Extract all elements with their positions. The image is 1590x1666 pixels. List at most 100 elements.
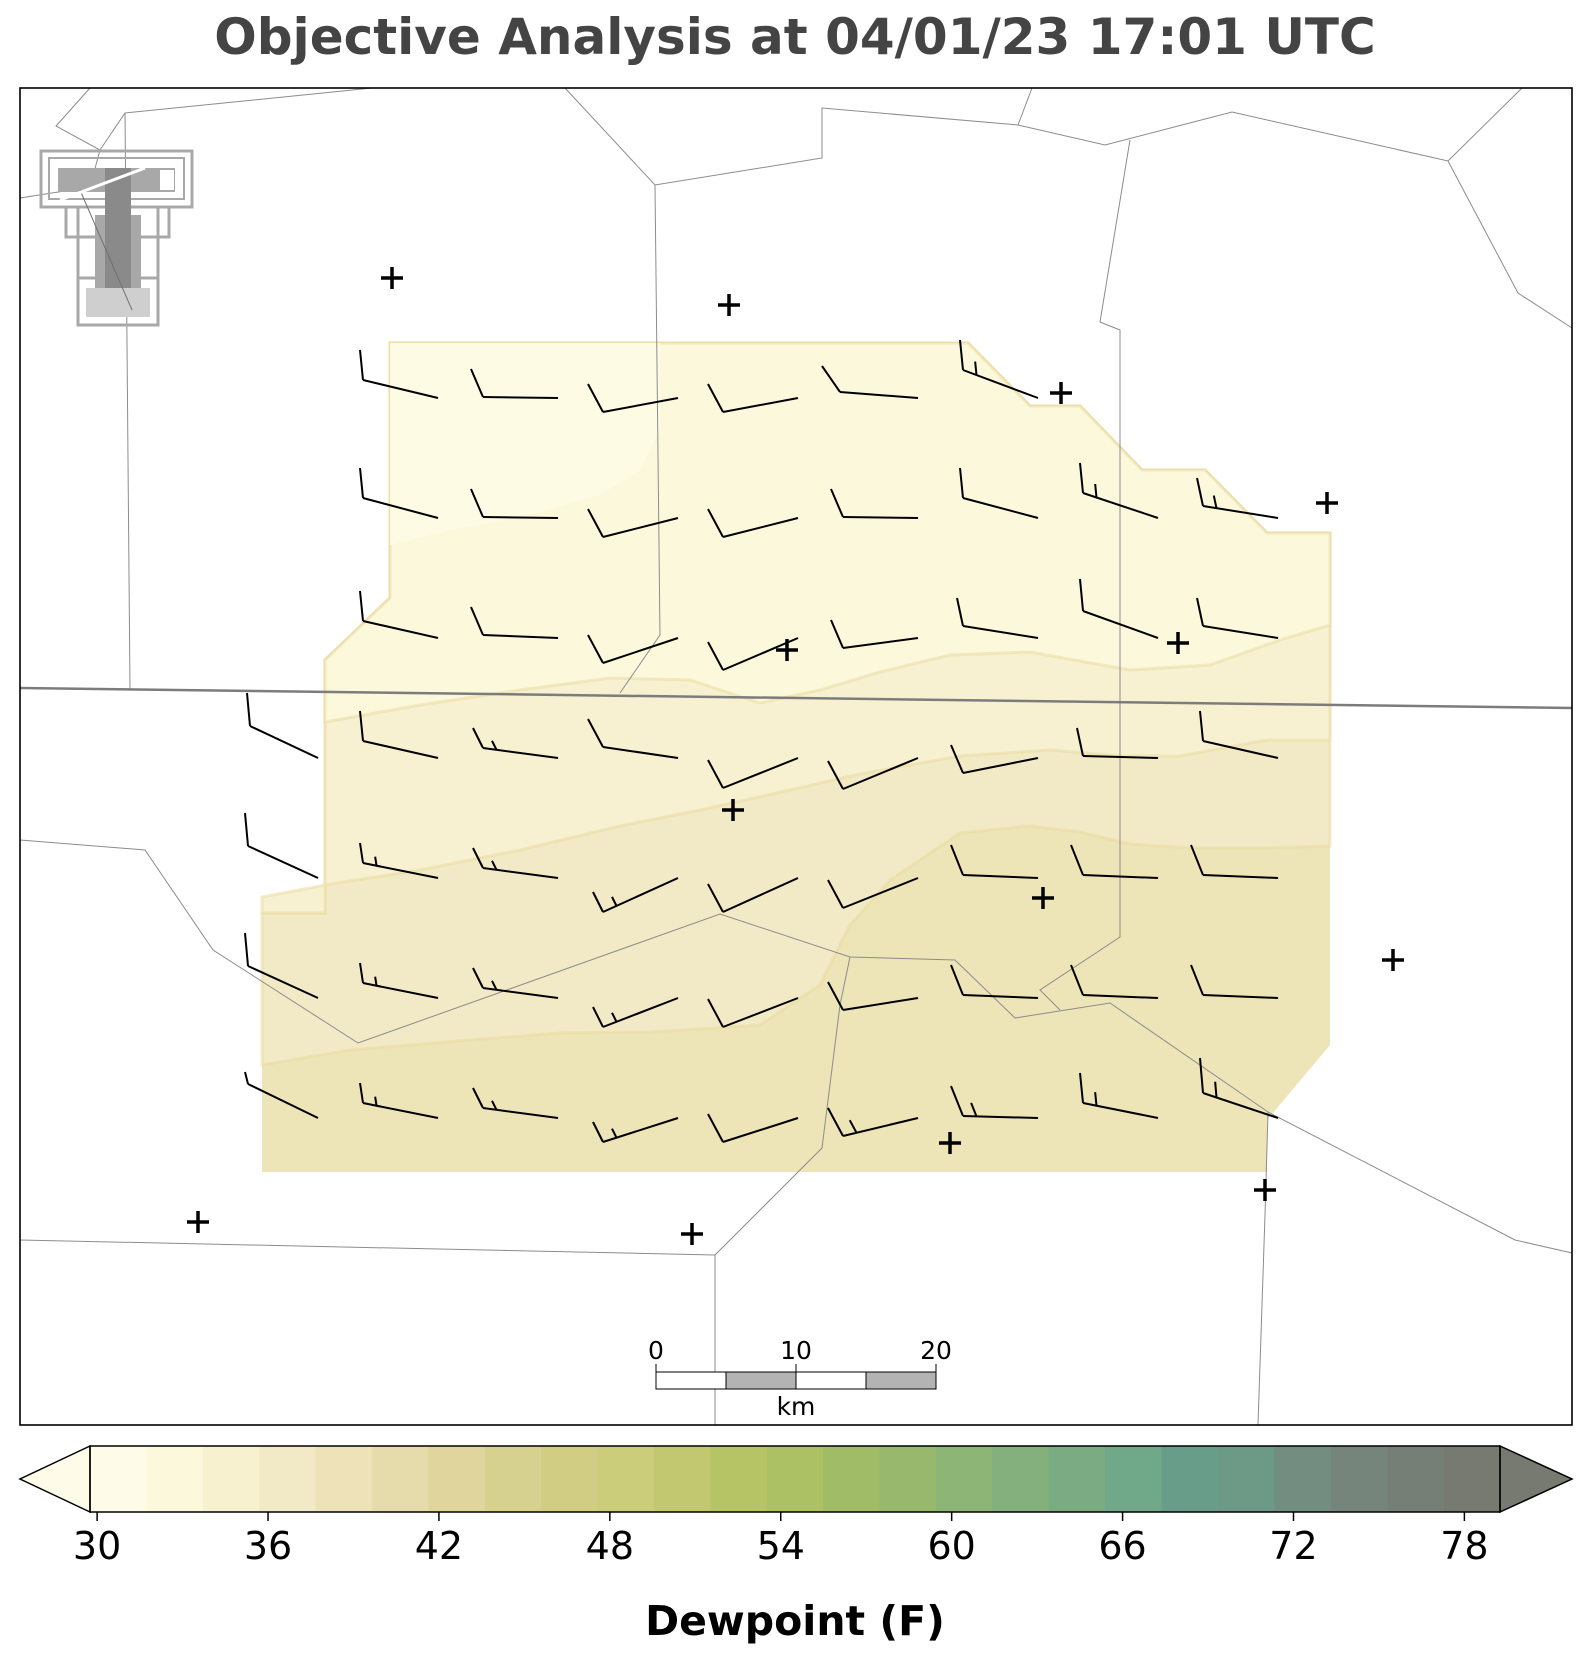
colorbar-segment	[315, 1446, 373, 1512]
station-marker	[718, 294, 740, 316]
colorbar-segment	[1330, 1446, 1388, 1512]
station-marker	[1050, 382, 1072, 404]
wind-barbs	[244, 339, 1279, 1143]
wind-barb	[950, 744, 1039, 774]
scale-seg-2	[725, 1371, 797, 1390]
wind-barb	[244, 812, 319, 879]
scale-seg-1	[655, 1371, 727, 1390]
wind-barb	[472, 1087, 559, 1119]
colorbar-segment	[202, 1446, 260, 1512]
colorbar-extend-low	[18, 1444, 91, 1514]
station-markers	[187, 267, 1404, 1245]
wind-barb	[707, 637, 799, 671]
dewpoint-field	[260, 341, 1332, 1172]
scale-bar	[655, 1364, 937, 1390]
wind-barb	[707, 508, 799, 538]
scale-label-10: 10	[780, 1336, 812, 1365]
wind-barb	[1079, 578, 1159, 639]
wind-barb	[359, 1082, 439, 1119]
station-marker	[1032, 887, 1054, 909]
colorbar-tick-label: 60	[927, 1524, 976, 1568]
station-marker	[939, 1132, 961, 1154]
colorbar-extend-high	[1499, 1444, 1574, 1514]
station-marker	[722, 799, 744, 821]
scale-unit: km	[776, 1392, 816, 1421]
scale-seg-3	[795, 1371, 867, 1390]
colorbar-segment	[1048, 1446, 1106, 1512]
wind-barb	[592, 997, 679, 1028]
colorbar-segment	[1218, 1446, 1275, 1512]
wind-barb	[959, 339, 1039, 399]
colorbar-segment	[992, 1446, 1050, 1512]
wind-barb	[707, 1113, 799, 1143]
colorbar-tick-label: 36	[243, 1524, 293, 1568]
wind-barb	[707, 383, 799, 413]
wind-barb	[244, 1071, 319, 1119]
colorbar-frame	[89, 1445, 1501, 1513]
colorbar-tick-label: 54	[756, 1524, 805, 1568]
wind-barb	[359, 962, 439, 999]
colorbar-tick-label: 48	[585, 1524, 635, 1568]
colorbar-segment	[1274, 1446, 1332, 1512]
wind-barb	[592, 1117, 679, 1143]
station-marker	[681, 1223, 703, 1245]
wind-barb	[1199, 1057, 1279, 1119]
wind-barb	[359, 710, 439, 759]
colorbar-tick-label: 72	[1269, 1524, 1318, 1568]
wind-barb	[1079, 462, 1159, 519]
wind-barb	[956, 597, 1039, 639]
wind-barb	[472, 967, 559, 999]
colorbar-segment	[766, 1446, 824, 1512]
wind-barb	[246, 692, 319, 759]
map-title: Objective Analysis at 04/01/23 17:01 UTC	[214, 8, 1376, 66]
colorbar-segment	[259, 1446, 317, 1512]
station-marker	[1316, 492, 1338, 514]
wind-barb	[1199, 710, 1279, 759]
scale-seg-4	[865, 1371, 937, 1390]
wind-barb	[244, 932, 319, 999]
wind-barb	[470, 606, 559, 639]
colorbar-segment	[146, 1446, 204, 1512]
wind-barb	[827, 1107, 919, 1137]
colorbar-segment	[597, 1446, 655, 1512]
colorbar-segment	[428, 1446, 486, 1512]
wind-barb	[827, 877, 919, 909]
wind-barb	[1196, 477, 1279, 519]
wind-barb	[830, 619, 919, 649]
wind-barb	[1196, 597, 1279, 639]
wind-barb	[827, 981, 919, 1011]
colorbar-segment	[1161, 1446, 1219, 1512]
wind-barb	[470, 368, 559, 399]
wind-barb	[707, 757, 799, 789]
wind-barb	[472, 847, 559, 879]
wind-barb	[587, 718, 679, 759]
wind-barb	[587, 508, 679, 538]
colorbar-segment	[936, 1446, 993, 1512]
station-marker	[187, 1211, 209, 1233]
colorbar-segment	[1105, 1446, 1163, 1512]
colorbar-segment	[654, 1446, 711, 1512]
colorbar-segment	[541, 1446, 599, 1512]
wind-barb	[827, 757, 919, 790]
colorbar-segment	[879, 1446, 937, 1512]
wind-barb	[959, 467, 1039, 519]
wind-barb	[1070, 964, 1159, 999]
wind-barb	[707, 877, 799, 913]
wind-barb	[472, 727, 559, 759]
colorbar-segment	[710, 1446, 768, 1512]
wind-barb	[1070, 844, 1159, 879]
scale-label-20: 20	[920, 1336, 952, 1365]
map-frame	[19, 87, 1573, 1426]
wind-barb	[592, 877, 679, 913]
colorbar-label: Dewpoint (F)	[645, 1597, 945, 1645]
scale-label-0: 0	[648, 1336, 664, 1365]
wind-barb	[1076, 727, 1159, 759]
wind-barb	[587, 383, 679, 413]
wind-barb	[950, 964, 1039, 999]
colorbar-tick-label: 30	[72, 1524, 122, 1568]
station-marker	[381, 267, 403, 289]
wind-barb	[1079, 1072, 1159, 1119]
wind-barb	[587, 634, 679, 664]
wind-barb	[359, 467, 439, 519]
